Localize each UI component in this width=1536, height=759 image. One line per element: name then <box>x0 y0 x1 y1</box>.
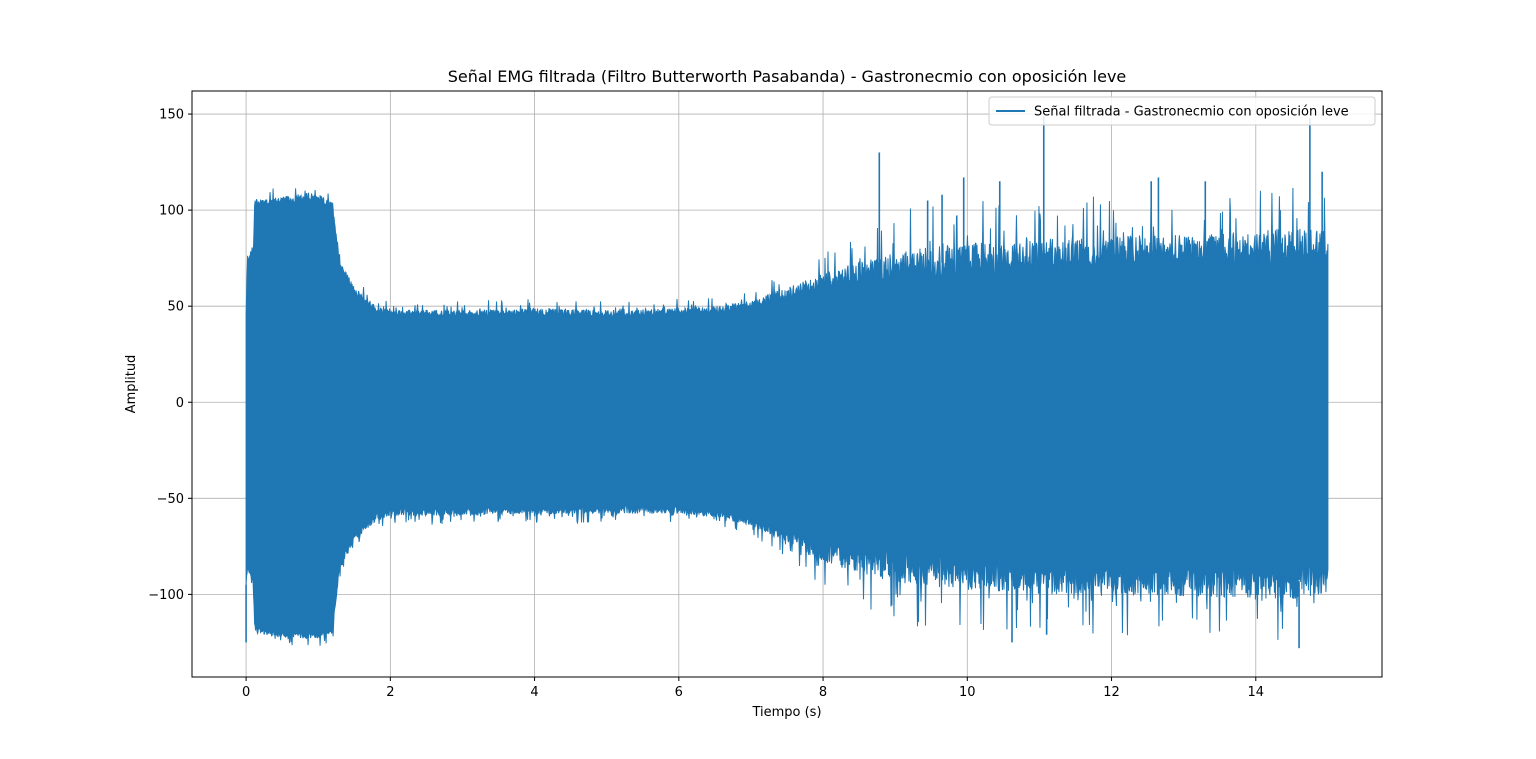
y-tick-label: 50 <box>167 300 184 315</box>
legend: Señal filtrada - Gastronecmio con oposic… <box>988 96 1376 126</box>
chart-title: Señal EMG filtrada (Filtro Butterworth P… <box>448 67 1127 86</box>
x-tick-label: 14 <box>1248 685 1265 700</box>
axes-frame <box>191 90 1383 678</box>
y-tick-label: −50 <box>157 492 184 507</box>
x-tick-label: 6 <box>675 685 683 700</box>
x-tick-label: 4 <box>530 685 538 700</box>
y-tick-label: 100 <box>159 204 184 219</box>
y-axis-ticks: −100 −50 0 50 100 150 <box>148 108 192 603</box>
signal-series <box>245 115 1329 649</box>
y-tick-label: 150 <box>159 108 184 123</box>
y-tick-label: −100 <box>148 588 184 603</box>
x-tick-label: 12 <box>1103 685 1120 700</box>
x-tick-label: 8 <box>819 685 827 700</box>
x-tick-label: 10 <box>959 685 976 700</box>
y-tick-label: 0 <box>176 396 184 411</box>
x-tick-label: 2 <box>386 685 394 700</box>
y-axis-label: Amplitud <box>124 355 139 414</box>
x-axis-ticks: 0 2 4 6 8 10 12 14 <box>242 677 1264 700</box>
legend-box <box>988 96 1376 126</box>
legend-label: Señal filtrada - Gastronecmio con oposic… <box>1034 105 1349 120</box>
x-axis-label: Tiempo (s) <box>751 705 821 720</box>
x-tick-label: 0 <box>242 685 250 700</box>
signal-envelope-area <box>245 187 1329 646</box>
